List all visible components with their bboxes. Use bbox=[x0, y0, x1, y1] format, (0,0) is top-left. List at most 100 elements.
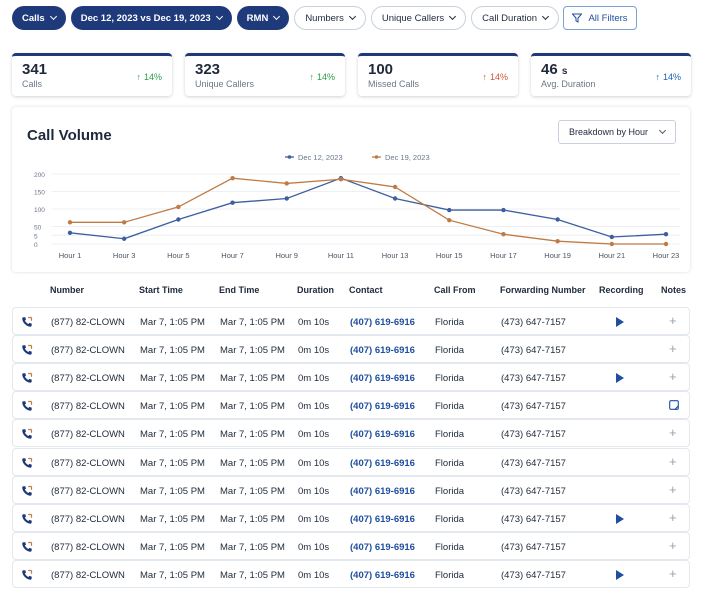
filter-numbers[interactable]: Numbers bbox=[294, 6, 366, 30]
header-number: Number bbox=[50, 285, 85, 295]
filter-rmn[interactable]: RMN bbox=[236, 6, 290, 30]
add-note-icon[interactable]: + bbox=[669, 453, 677, 469]
x-tick-label: Hour 5 bbox=[167, 251, 190, 260]
row-start-time: Mar 7, 1:05 PM bbox=[140, 429, 205, 441]
filter-call-duration[interactable]: Call Duration bbox=[471, 6, 560, 30]
add-note-icon[interactable]: + bbox=[669, 537, 677, 553]
filter-label: Dec 12, 2023 vs Dec 19, 2023 bbox=[80, 12, 211, 24]
row-forwarding-number: (473) 647-7157 bbox=[501, 345, 566, 357]
table-row[interactable]: (877) 82-CLOWN Mar 7, 1:05 PM Mar 7, 1:05 … bbox=[12, 559, 690, 588]
stat-delta: ↑ 14% bbox=[482, 72, 508, 82]
data-point bbox=[555, 239, 560, 244]
note-icon[interactable] bbox=[669, 400, 679, 411]
legend-label: Dec 12, 2023 bbox=[298, 153, 343, 162]
row-duration: 0m 10s bbox=[298, 317, 330, 328]
row-call-from: Florida bbox=[435, 429, 465, 441]
row-contact-link[interactable]: (407) 619-6916 bbox=[350, 401, 415, 413]
add-note-icon[interactable]: + bbox=[669, 425, 677, 441]
row-call-from: Florida bbox=[435, 569, 465, 581]
row-duration: 0m 10s bbox=[298, 429, 330, 441]
row-contact-link[interactable]: (407) 619-6916 bbox=[350, 429, 415, 441]
row-forwarding-number: (473) 647-7157 bbox=[501, 317, 566, 328]
table-row[interactable]: (877) 82-CLOWN Mar 7, 1:05 PM Mar 7, 1:05 … bbox=[12, 531, 690, 560]
row-start-time: Mar 7, 1:05 PM bbox=[140, 457, 205, 469]
data-point bbox=[609, 234, 615, 240]
row-duration: 0m 10s bbox=[298, 569, 330, 581]
add-note-icon[interactable]: + bbox=[669, 369, 677, 385]
add-note-icon[interactable]: + bbox=[669, 341, 677, 357]
table-row[interactable]: (877) 82-CLOWN Mar 7, 1:05 PM Mar 7, 1:05 … bbox=[12, 419, 690, 448]
data-point bbox=[501, 232, 506, 237]
series-line-2 bbox=[70, 177, 666, 245]
row-contact-link[interactable]: (407) 619-6916 bbox=[350, 457, 415, 469]
row-contact-link[interactable]: (407) 619-6916 bbox=[350, 485, 415, 497]
row-end-time: Mar 7, 1:05 PM bbox=[220, 317, 285, 328]
row-call-from: Florida bbox=[435, 513, 465, 525]
row-contact-link[interactable]: (407) 619-6916 bbox=[350, 513, 415, 525]
row-duration: 0m 10s bbox=[298, 541, 330, 553]
x-tick-label: Hour 19 bbox=[544, 251, 571, 260]
table-row[interactable]: (877) 82-CLOWN Mar 7, 1:05 PM Mar 7, 1:05 … bbox=[12, 447, 690, 476]
table-row[interactable]: (877) 82-CLOWN Mar 7, 1:05 PM Mar 7, 1:05 … bbox=[12, 335, 690, 364]
table-row[interactable]: (877) 82-CLOWN Mar 7, 1:05 PM Mar 7, 1:05 … bbox=[12, 391, 690, 420]
row-contact-link[interactable]: (407) 619-6916 bbox=[350, 345, 415, 357]
data-point bbox=[447, 218, 452, 223]
row-contact-link[interactable]: (407) 619-6916 bbox=[350, 569, 415, 581]
table-row[interactable]: (877) 82-CLOWN Mar 7, 1:05 PM Mar 7, 1:05 … bbox=[12, 503, 690, 532]
filter-date-range[interactable]: Dec 12, 2023 vs Dec 19, 2023 bbox=[70, 6, 232, 30]
filter-funnel-icon bbox=[572, 13, 583, 23]
row-number: (877) 82-CLOWN bbox=[51, 569, 125, 581]
phone-call-icon bbox=[21, 569, 33, 581]
add-note-icon[interactable]: + bbox=[669, 481, 677, 497]
row-call-from: Florida bbox=[435, 457, 465, 469]
add-note-icon[interactable]: + bbox=[669, 509, 677, 525]
row-forwarding-number: (473) 647-7157 bbox=[501, 569, 566, 581]
play-recording-icon[interactable] bbox=[616, 317, 624, 327]
row-call-from: Florida bbox=[435, 401, 465, 413]
breakdown-select[interactable]: Breakdown by Hour bbox=[558, 120, 676, 144]
play-recording-icon[interactable] bbox=[616, 513, 624, 524]
stat-label: Calls bbox=[22, 79, 43, 89]
add-note-icon[interactable]: + bbox=[669, 565, 677, 581]
table-row[interactable]: (877) 82-CLOWN Mar 7, 1:05 PM Mar 7, 1:05 … bbox=[12, 475, 690, 504]
x-tick-label: Hour 1 bbox=[59, 251, 82, 260]
filter-calls[interactable]: Calls bbox=[12, 6, 66, 30]
play-recording-icon[interactable] bbox=[616, 373, 624, 384]
chevron-down-icon bbox=[542, 12, 550, 21]
play-recording-icon[interactable] bbox=[616, 569, 624, 580]
row-number: (877) 82-CLOWN bbox=[51, 457, 125, 469]
row-forwarding-number: (473) 647-7157 bbox=[501, 401, 566, 413]
y-tick-label: 50 bbox=[34, 225, 42, 232]
row-duration: 0m 10s bbox=[298, 345, 330, 357]
data-point bbox=[338, 177, 344, 182]
stat-delta: ↑ 14% bbox=[655, 72, 681, 82]
table-row[interactable]: (877) 82-CLOWN Mar 7, 1:05 PM Mar 7, 1:05 … bbox=[12, 363, 690, 392]
table-row[interactable]: (877) 82-CLOWN Mar 7, 1:05 PM Mar 7, 1:05 … bbox=[12, 307, 690, 335]
arrow-up-icon: ↑ bbox=[655, 72, 660, 82]
stat-delta: ↑ 14% bbox=[309, 72, 335, 82]
filter-unique-callers[interactable]: Unique Callers bbox=[370, 6, 467, 30]
row-start-time: Mar 7, 1:05 PM bbox=[140, 485, 205, 497]
all-filters-button[interactable]: All Filters bbox=[563, 6, 637, 30]
phone-call-icon bbox=[21, 428, 33, 440]
filter-label: Calls bbox=[22, 12, 45, 24]
row-duration: 0m 10s bbox=[298, 401, 330, 413]
data-point bbox=[284, 181, 289, 186]
chevron-down-icon bbox=[449, 12, 457, 21]
data-point bbox=[176, 217, 181, 222]
row-duration: 0m 10s bbox=[298, 485, 330, 497]
phone-call-icon bbox=[21, 372, 33, 384]
stat-value: 323 bbox=[195, 61, 221, 78]
stat-card-avg-duration: 46 s Avg. Duration ↑ 14% bbox=[531, 53, 691, 96]
chevron-down-icon bbox=[49, 12, 57, 21]
arrow-up-icon: ↑ bbox=[482, 72, 487, 82]
row-start-time: Mar 7, 1:05 PM bbox=[140, 569, 205, 581]
row-end-time: Mar 7, 1:05 PM bbox=[220, 345, 285, 357]
x-tick-label: Hour 13 bbox=[382, 251, 409, 260]
row-contact-link[interactable]: (407) 619-6916 bbox=[350, 317, 415, 328]
y-tick-label: 100 bbox=[34, 207, 45, 214]
filter-label: Unique Callers bbox=[381, 12, 445, 24]
row-contact-link[interactable]: (407) 619-6916 bbox=[350, 541, 415, 553]
add-note-icon[interactable]: + bbox=[669, 313, 677, 328]
row-contact-link[interactable]: (407) 619-6916 bbox=[350, 373, 415, 385]
